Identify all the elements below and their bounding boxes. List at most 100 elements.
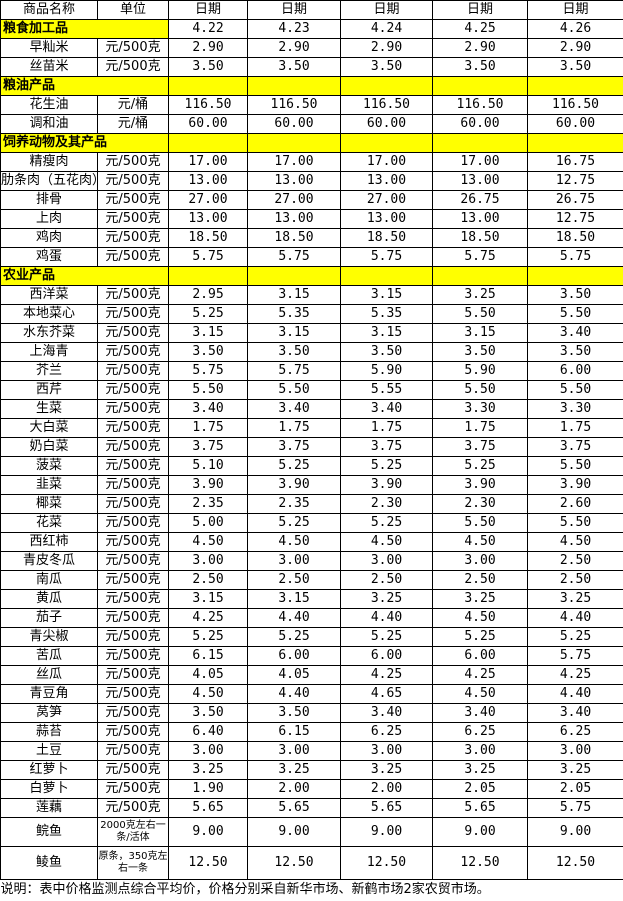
item-name: 南瓜 [0, 570, 98, 590]
item-name: 西红柿 [0, 532, 98, 552]
section-title: 饲养动物及其产品 [0, 133, 169, 153]
item-name: 上肉 [0, 209, 98, 229]
header-cell: 商品名称 [0, 0, 98, 20]
item-name: 鸡蛋 [0, 247, 98, 267]
item-unit: 元/500克 [97, 589, 169, 609]
price-cell: 17.00 [432, 152, 528, 172]
item-row: 鲮鱼 原条，350克左右一条 12.50 12.50 12.50 12.50 12.50 [0, 846, 623, 880]
price-cell: 5.50 [527, 304, 623, 324]
price-cell: 13.00 [247, 171, 341, 191]
price-cell: 5.50 [247, 380, 341, 400]
price-cell: 1.75 [432, 418, 528, 438]
price-cell: 3.30 [432, 399, 528, 419]
item-row: 花菜 元/500克 5.00 5.25 5.25 5.50 5.50 [0, 513, 623, 533]
price-cell: 5.50 [168, 380, 248, 400]
price-cell: 3.50 [168, 703, 248, 723]
price-cell: 4.05 [168, 665, 248, 685]
empty-cell [168, 76, 248, 96]
item-row: 西芹 元/500克 5.50 5.50 5.55 5.50 5.50 [0, 380, 623, 400]
footer-row: 说明：表中价格监测点综合平均价，价格分别采自新华市场、新鹤市场2家农贸市场。 [1, 880, 623, 901]
item-unit: 元/500克 [97, 380, 169, 400]
item-row: 早籼米 元/500克 2.90 2.90 2.90 2.90 2.90 [0, 38, 623, 58]
price-cell: 3.40 [527, 323, 623, 343]
item-name: 蒜苔 [0, 722, 98, 742]
item-row: 西洋菜 元/500克 2.95 3.15 3.15 3.25 3.50 [0, 285, 623, 305]
price-cell: 13.00 [168, 209, 248, 229]
price-cell: 3.40 [432, 703, 528, 723]
price-cell: 5.25 [168, 627, 248, 647]
price-cell: 5.75 [168, 361, 248, 381]
price-cell: 5.75 [247, 247, 341, 267]
price-cell: 3.15 [340, 323, 433, 343]
price-cell: 5.65 [247, 798, 341, 818]
item-row: 生菜 元/500克 3.40 3.40 3.40 3.30 3.30 [0, 399, 623, 419]
price-cell: 2.50 [527, 551, 623, 571]
price-cell: 2.95 [168, 285, 248, 305]
item-unit: 元/500克 [97, 494, 169, 514]
empty-cell [168, 266, 248, 286]
item-name: 鲮鱼 [0, 846, 98, 880]
item-name: 上海青 [0, 342, 98, 362]
price-cell: 116.50 [168, 95, 248, 115]
item-row: 大白菜 元/500克 1.75 1.75 1.75 1.75 1.75 [0, 418, 623, 438]
price-cell: 3.00 [432, 741, 528, 761]
price-cell: 9.00 [527, 817, 623, 847]
item-unit: 元/500克 [97, 418, 169, 438]
item-row: 本地菜心 元/500克 5.25 5.35 5.35 5.50 5.50 [0, 304, 623, 324]
price-cell: 13.00 [340, 171, 433, 191]
price-cell: 5.10 [168, 456, 248, 476]
item-name: 西芹 [0, 380, 98, 400]
item-name: 花菜 [0, 513, 98, 533]
price-cell: 2.90 [527, 38, 623, 58]
price-cell: 3.25 [247, 760, 341, 780]
price-cell: 5.90 [432, 361, 528, 381]
price-cell: 3.00 [340, 551, 433, 571]
item-name: 黄瓜 [0, 589, 98, 609]
price-cell: 2.60 [527, 494, 623, 514]
price-cell: 4.40 [527, 684, 623, 704]
item-name: 莲藕 [0, 798, 98, 818]
price-cell: 116.50 [247, 95, 341, 115]
price-cell: 4.05 [247, 665, 341, 685]
price-cell: 13.00 [432, 171, 528, 191]
item-name: 鲩鱼 [0, 817, 98, 847]
item-unit: 元/500克 [97, 703, 169, 723]
price-cell: 2.35 [247, 494, 341, 514]
section-row: 饲养动物及其产品 [0, 133, 623, 153]
empty-cell [432, 266, 528, 286]
item-name: 莴笋 [0, 703, 98, 723]
price-cell: 3.25 [432, 760, 528, 780]
price-cell: 2.00 [340, 779, 433, 799]
empty-cell [432, 133, 528, 153]
date-cell: 4.25 [432, 19, 528, 39]
price-cell: 13.00 [247, 209, 341, 229]
item-unit: 元/500克 [97, 171, 169, 191]
price-cell: 3.50 [527, 57, 623, 77]
price-cell: 5.00 [168, 513, 248, 533]
price-cell: 3.15 [247, 323, 341, 343]
price-cell: 4.50 [527, 532, 623, 552]
item-row: 红萝卜 元/500克 3.25 3.25 3.25 3.25 3.25 [0, 760, 623, 780]
item-unit: 元/500克 [97, 665, 169, 685]
item-name: 青豆角 [0, 684, 98, 704]
header-cell: 日期 [340, 0, 433, 20]
price-cell: 5.75 [432, 247, 528, 267]
price-cell: 3.90 [432, 475, 528, 495]
empty-cell [432, 76, 528, 96]
date-cell: 4.22 [168, 19, 248, 39]
item-unit: 元/500克 [97, 741, 169, 761]
price-cell: 3.50 [527, 342, 623, 362]
price-cell: 3.25 [527, 589, 623, 609]
price-cell: 3.75 [432, 437, 528, 457]
price-cell: 2.90 [247, 38, 341, 58]
price-cell: 2.50 [432, 570, 528, 590]
item-unit: 元/500克 [97, 513, 169, 533]
price-cell: 2.50 [168, 570, 248, 590]
price-cell: 3.00 [168, 551, 248, 571]
price-cell: 6.00 [340, 646, 433, 666]
empty-cell [168, 133, 248, 153]
price-cell: 18.50 [168, 228, 248, 248]
item-unit: 元/500克 [97, 532, 169, 552]
price-cell: 3.25 [527, 760, 623, 780]
